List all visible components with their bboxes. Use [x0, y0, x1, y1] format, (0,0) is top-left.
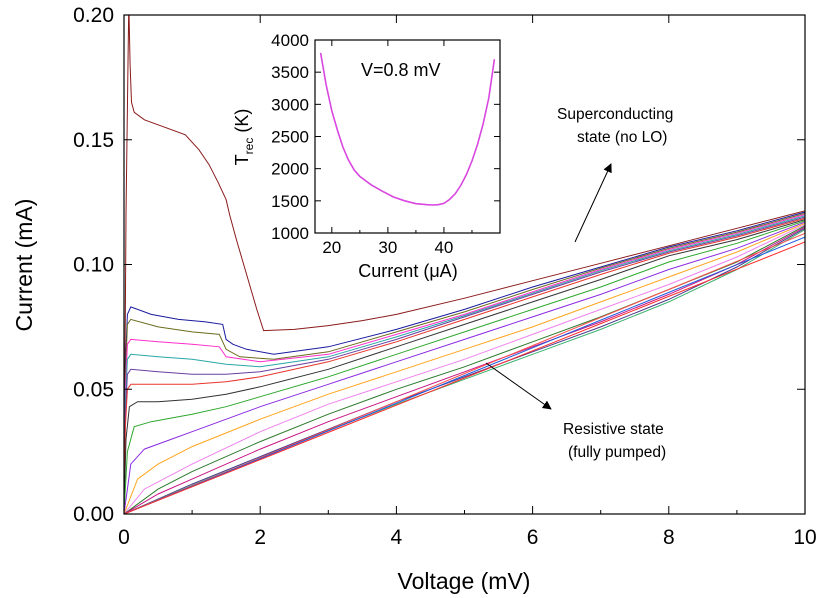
superconducting-arrow: [574, 163, 612, 243]
main-series-line-7: [124, 217, 805, 514]
resistive-arrow: [485, 362, 552, 410]
inset-y-tick-label: 2000: [271, 160, 309, 179]
inset-y-axis-title-main: T: [232, 154, 252, 165]
main-series-line-10: [124, 221, 805, 514]
inset-y-tick-label: 1000: [271, 224, 309, 243]
inset-series-line-1: [319, 52, 496, 206]
inset-y-tick-label: 1500: [271, 192, 309, 211]
main-series-line-8: [124, 219, 805, 514]
main-plot: 0 2 4 6 8 10 0.00 0.05 0.10 0.15 0.20 Voltage (mV…: [11, 4, 817, 594]
main-x-tick-label: 0: [118, 526, 130, 549]
inset-x-tick-label: 20: [322, 238, 341, 257]
main-series-line-11: [124, 222, 805, 514]
inset-y-tick-label: 4000: [271, 31, 309, 50]
main-y-tick-label: 0.05: [73, 378, 114, 401]
main-y-tick-label: 0.15: [73, 129, 114, 152]
main-series-line-14: [124, 226, 805, 514]
main-y-axis-title: Current (mA): [11, 199, 37, 332]
main-x-tick-label: 8: [663, 526, 675, 549]
main-series-line-18: [124, 236, 805, 514]
inset-y-axis-title-unit: (K): [232, 109, 252, 138]
main-x-axis-title: Voltage (mV): [398, 568, 531, 594]
resistive-label-line2: (fully pumped): [568, 444, 666, 461]
main-y-ticks: 0.00 0.05 0.10 0.15 0.20: [73, 4, 805, 526]
inset-y-ticks: 1000 1500 2000 2500 3000 3500 4000: [271, 31, 500, 243]
main-series-line-2: [124, 211, 805, 514]
main-series-line-19: [124, 241, 805, 514]
inset-series-group: [319, 52, 496, 206]
main-series-line-12: [124, 224, 805, 514]
main-series-line-6: [124, 216, 805, 514]
annotations: Superconducting state (no LO) Resistive …: [485, 106, 673, 461]
main-series-line-5: [124, 215, 805, 514]
main-x-tick-label: 4: [391, 526, 403, 549]
main-series-line-3: [124, 212, 805, 514]
main-series-group: [124, 15, 805, 514]
inset-y-tick-label: 3500: [271, 63, 309, 82]
main-series-line-17: [124, 232, 805, 514]
main-y-tick-label: 0.10: [73, 254, 114, 277]
main-series-line-1: [124, 15, 805, 514]
main-x-ticks: 0 2 4 6 8 10: [118, 15, 817, 549]
inset-y-tick-label: 2500: [271, 128, 309, 147]
main-series-line-15: [124, 227, 805, 514]
inset-y-axis-title: Trec (K): [232, 109, 256, 166]
inset-plot: 20 30 40 1000 1500 2000 2500 3000 3500 4000 V=0.…: [232, 31, 501, 281]
inset-x-tick-label: 40: [434, 238, 453, 257]
superconducting-label-line2: state (no LO): [577, 129, 667, 146]
main-y-tick-label: 0.00: [73, 503, 114, 526]
inset-title: V=0.8 mV: [361, 60, 441, 80]
main-series-line-4: [124, 214, 805, 514]
inset-x-tick-label: 30: [378, 238, 397, 257]
inset-y-tick-label: 3000: [271, 95, 309, 114]
main-x-tick-label: 2: [254, 526, 266, 549]
main-series-line-9: [124, 220, 805, 514]
main-x-tick-label: 10: [793, 526, 816, 549]
main-x-tick-label: 6: [527, 526, 539, 549]
resistive-label-line1: Resistive state: [563, 421, 664, 438]
superconducting-label-line1: Superconducting: [557, 106, 673, 123]
inset-x-ticks: 20 30 40: [322, 40, 473, 257]
main-y-tick-label: 0.20: [73, 4, 114, 27]
inset-y-axis-title-subscript: rec: [242, 138, 256, 155]
inset-x-axis-title: Current (μA): [358, 261, 457, 281]
